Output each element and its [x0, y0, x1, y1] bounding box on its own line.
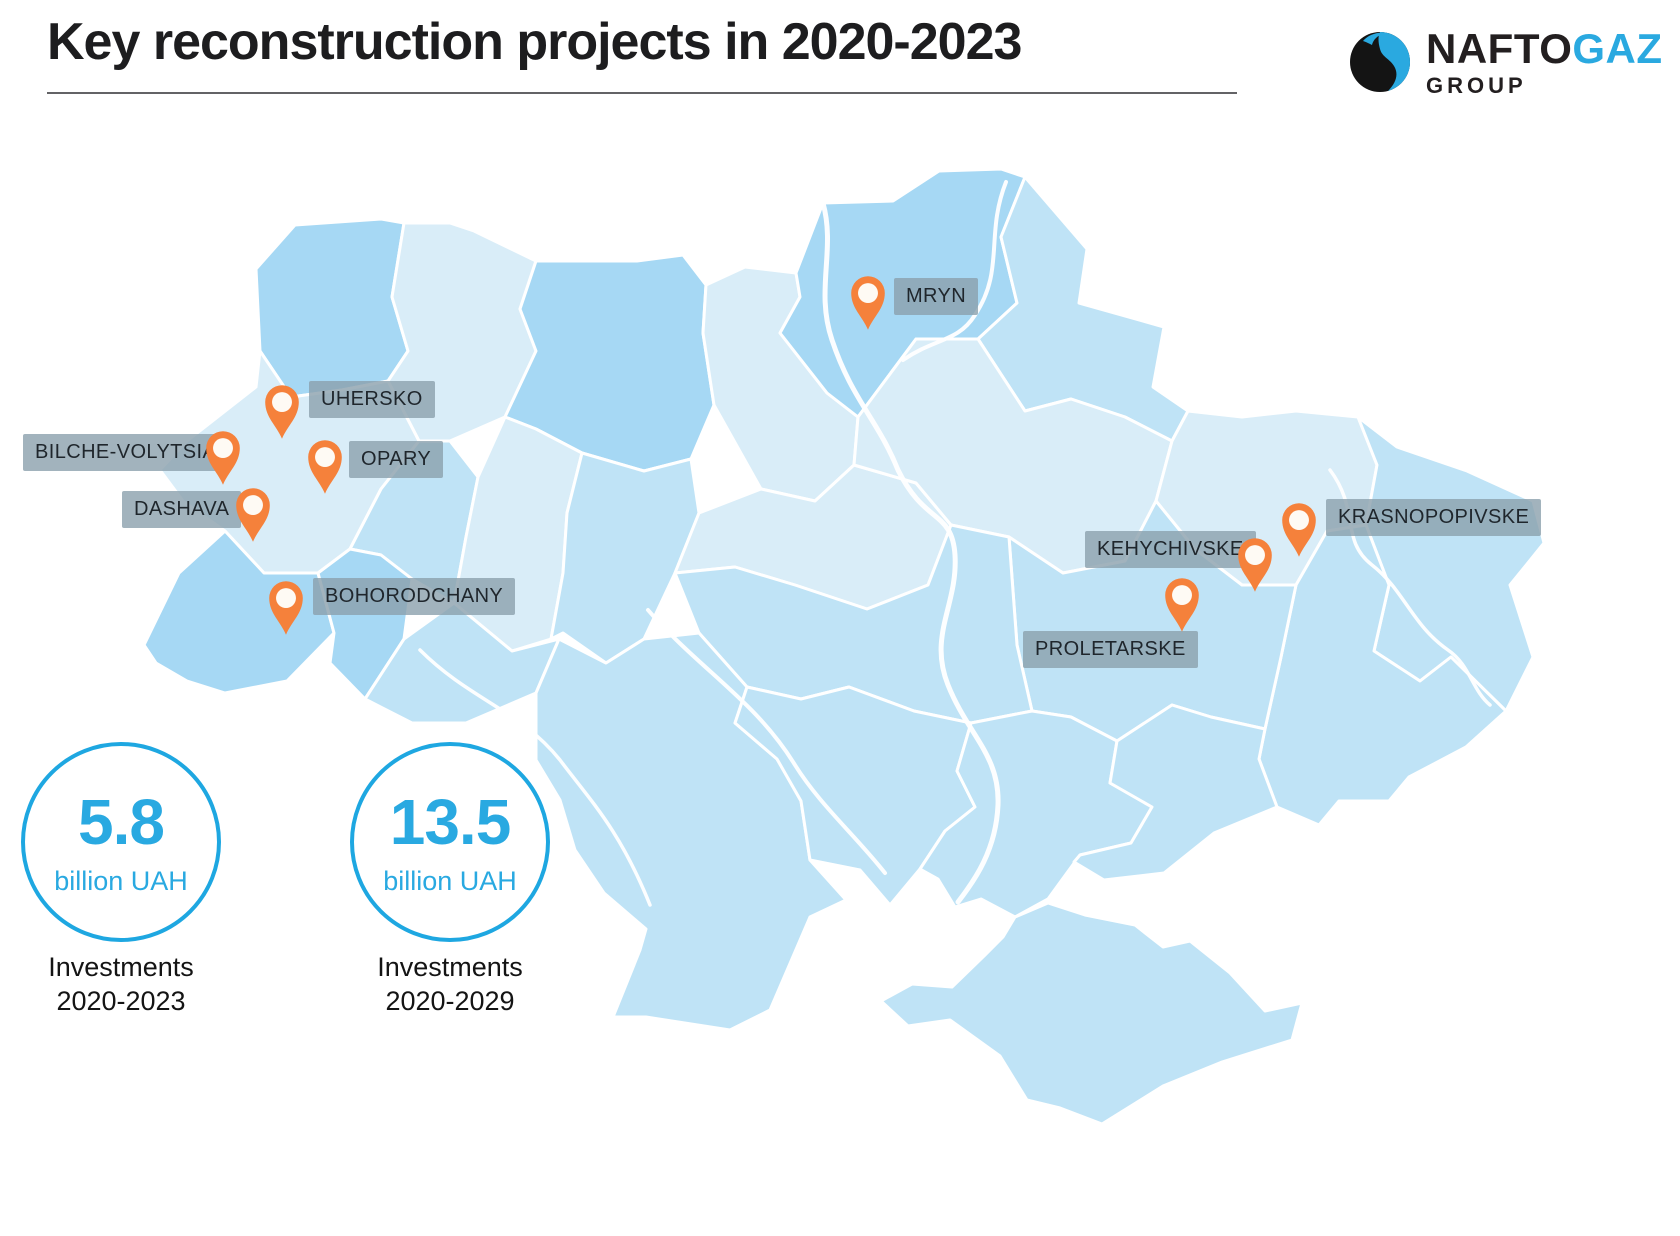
location-pin-icon — [1238, 538, 1272, 592]
stat-caption-line1: Investments — [48, 952, 194, 982]
map-region-vinnytsia — [549, 451, 701, 665]
stat-caption-line2: 2020-2029 — [385, 986, 515, 1016]
map-rivers — [418, 180, 1492, 907]
location-pin-icon — [1165, 578, 1199, 632]
naftogaz-logo: NAFTOGAZ GROUP — [1350, 28, 1663, 97]
stat-unit: billion UAH — [383, 865, 517, 896]
stat-circle-2020-2029: 13.5 billion UAH — [350, 742, 550, 942]
location-pin-icon — [206, 431, 240, 485]
stat-caption-2020-2029: Investments 2020-2029 — [330, 950, 570, 1018]
map-pin-bilche-volytsia — [202, 428, 244, 487]
map-pin-kehychivske — [1234, 535, 1276, 594]
map-pin-opary — [304, 437, 346, 496]
logo-name: NAFTOGAZ — [1426, 28, 1663, 70]
stat-caption-2020-2023: Investments 2020-2023 — [1, 950, 241, 1018]
map-pin-uhersko — [261, 382, 303, 441]
map-region-crimea — [879, 901, 1304, 1126]
map-pin-label-uhersko: UHERSKO — [309, 381, 435, 418]
location-pin-icon — [236, 488, 270, 542]
location-pin-icon — [269, 581, 303, 635]
map-pin-label-mryn: MRYN — [894, 278, 979, 315]
map-pin-label-krasnopopivske: KRASNOPOPIVSKE — [1326, 499, 1542, 536]
stat-caption-line1: Investments — [377, 952, 523, 982]
location-pin-icon — [265, 385, 299, 439]
logo-name-black: NAFTO — [1426, 25, 1573, 72]
map-region-volyn — [254, 217, 410, 399]
map-region-kherson — [918, 709, 1154, 919]
map-region-odesa — [534, 631, 848, 1032]
title-underline — [47, 92, 1237, 94]
map-pin-bohorodchany — [265, 578, 307, 637]
location-pin-icon — [851, 276, 885, 330]
map-pin-krasnopopivske — [1278, 500, 1320, 559]
map-pin-label-kehychivske: KEHYCHIVSKE — [1085, 531, 1256, 568]
stat-value: 13.5 — [389, 785, 512, 858]
stat-circle-2020-2023: 5.8 billion UAH — [21, 742, 221, 942]
map-pin-label-bilche-volytsia: BILCHE-VOLYTSIA — [23, 434, 229, 471]
map-regions — [142, 167, 1546, 1126]
map-pin-label-bohorodchany: BOHORODCHANY — [313, 578, 516, 615]
river-pivdennyi-buh — [646, 608, 887, 875]
map-pin-proletarske — [1161, 575, 1203, 634]
river-desna — [901, 180, 1008, 362]
map-region-zaporizhzhia — [1072, 703, 1279, 882]
page-title: Key reconstruction projects in 2020-2023 — [47, 13, 1022, 71]
map-pin-dashava — [232, 485, 274, 544]
logo-wordmark: NAFTOGAZ GROUP — [1426, 28, 1663, 97]
map-pin-label-dashava: DASHAVA — [122, 491, 242, 528]
naftogaz-flame-icon — [1350, 32, 1410, 92]
location-pin-icon — [1282, 503, 1316, 557]
river-dniester — [418, 648, 652, 907]
river-dnieper — [820, 200, 1001, 905]
stat-caption-line2: 2020-2023 — [56, 986, 186, 1016]
logo-name-blue: GAZ — [1572, 25, 1663, 72]
map-pin-mryn — [847, 273, 889, 332]
logo-subtitle: GROUP — [1426, 73, 1527, 98]
stat-unit: billion UAH — [54, 865, 188, 896]
stat-value: 5.8 — [78, 785, 165, 858]
location-pin-icon — [308, 440, 342, 494]
map-pin-label-proletarske: PROLETARSKE — [1023, 631, 1198, 668]
map-pin-label-opary: OPARY — [349, 441, 444, 478]
